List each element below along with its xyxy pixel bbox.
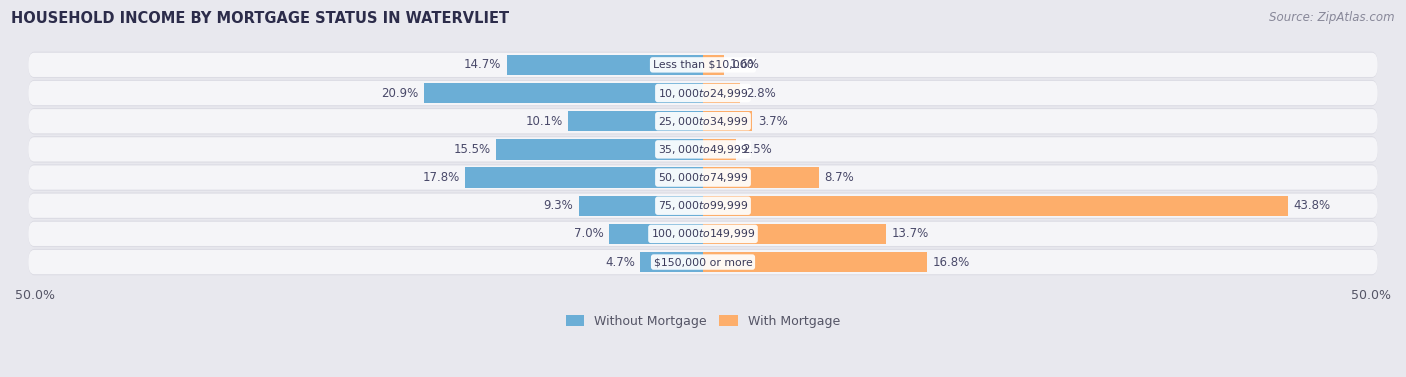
- Text: 2.5%: 2.5%: [742, 143, 772, 156]
- FancyBboxPatch shape: [28, 81, 1378, 105]
- Bar: [703, 139, 737, 159]
- Bar: [579, 196, 703, 216]
- Bar: [703, 196, 1288, 216]
- Bar: [703, 55, 724, 75]
- FancyBboxPatch shape: [28, 166, 1378, 190]
- FancyBboxPatch shape: [28, 194, 1378, 218]
- FancyBboxPatch shape: [28, 250, 1378, 274]
- FancyBboxPatch shape: [28, 53, 1378, 77]
- FancyBboxPatch shape: [28, 222, 1378, 246]
- Text: 14.7%: 14.7%: [464, 58, 502, 71]
- Text: Source: ZipAtlas.com: Source: ZipAtlas.com: [1270, 11, 1395, 24]
- Bar: [609, 224, 703, 244]
- Legend: Without Mortgage, With Mortgage: Without Mortgage, With Mortgage: [565, 314, 841, 328]
- FancyBboxPatch shape: [28, 80, 1378, 106]
- Text: 17.8%: 17.8%: [423, 171, 460, 184]
- Text: $150,000 or more: $150,000 or more: [654, 257, 752, 267]
- Text: $100,000 to $149,999: $100,000 to $149,999: [651, 227, 755, 241]
- Text: 15.5%: 15.5%: [454, 143, 491, 156]
- Text: 20.9%: 20.9%: [381, 87, 419, 100]
- Text: 43.8%: 43.8%: [1294, 199, 1330, 212]
- Text: 13.7%: 13.7%: [891, 227, 928, 241]
- Text: $75,000 to $99,999: $75,000 to $99,999: [658, 199, 748, 212]
- Bar: [703, 111, 752, 131]
- Text: 1.6%: 1.6%: [730, 58, 759, 71]
- Text: 4.7%: 4.7%: [605, 256, 636, 268]
- FancyBboxPatch shape: [28, 249, 1378, 275]
- Bar: [496, 139, 703, 159]
- FancyBboxPatch shape: [28, 193, 1378, 219]
- FancyBboxPatch shape: [28, 108, 1378, 135]
- FancyBboxPatch shape: [28, 137, 1378, 161]
- Bar: [465, 167, 703, 188]
- Text: $25,000 to $34,999: $25,000 to $34,999: [658, 115, 748, 128]
- Bar: [703, 224, 886, 244]
- Text: 10.1%: 10.1%: [526, 115, 562, 128]
- FancyBboxPatch shape: [28, 109, 1378, 133]
- Bar: [568, 111, 703, 131]
- Text: 16.8%: 16.8%: [932, 256, 970, 268]
- Text: $10,000 to $24,999: $10,000 to $24,999: [658, 87, 748, 100]
- Bar: [506, 55, 703, 75]
- Bar: [640, 252, 703, 272]
- Text: 2.8%: 2.8%: [745, 87, 776, 100]
- Bar: [423, 83, 703, 103]
- Text: 7.0%: 7.0%: [575, 227, 605, 241]
- FancyBboxPatch shape: [28, 221, 1378, 247]
- Text: 3.7%: 3.7%: [758, 115, 787, 128]
- Text: Less than $10,000: Less than $10,000: [652, 60, 754, 70]
- Bar: [703, 252, 928, 272]
- Bar: [703, 167, 820, 188]
- Bar: [703, 83, 741, 103]
- FancyBboxPatch shape: [28, 164, 1378, 191]
- Text: $50,000 to $74,999: $50,000 to $74,999: [658, 171, 748, 184]
- Text: HOUSEHOLD INCOME BY MORTGAGE STATUS IN WATERVLIET: HOUSEHOLD INCOME BY MORTGAGE STATUS IN W…: [11, 11, 509, 26]
- Text: $35,000 to $49,999: $35,000 to $49,999: [658, 143, 748, 156]
- Text: 8.7%: 8.7%: [824, 171, 855, 184]
- FancyBboxPatch shape: [28, 52, 1378, 78]
- FancyBboxPatch shape: [28, 136, 1378, 162]
- Text: 9.3%: 9.3%: [544, 199, 574, 212]
